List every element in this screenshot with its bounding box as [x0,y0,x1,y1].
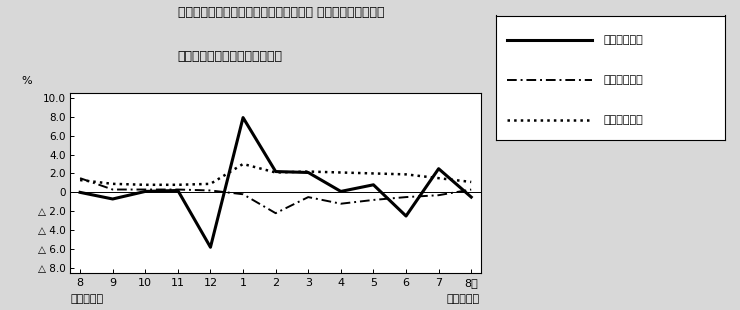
Text: （規模５人以上　調査産業計）: （規模５人以上 調査産業計） [177,50,282,63]
Text: 平成２３年: 平成２３年 [446,294,480,304]
Text: %: % [21,76,32,86]
Text: 総実労働時間: 総実労働時間 [604,75,643,85]
Text: 現金給与総額: 現金給与総額 [604,35,643,45]
Text: 常用雇用指数: 常用雇用指数 [604,115,643,125]
Text: 平成２２年: 平成２２年 [70,294,104,304]
Text: 第４図　賃金、労働時間、常用雇用指数 対前年同月比の推移: 第４図 賃金、労働時間、常用雇用指数 対前年同月比の推移 [178,6,385,19]
